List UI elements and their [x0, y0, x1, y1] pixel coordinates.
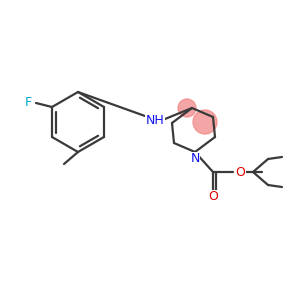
- Text: F: F: [25, 95, 32, 109]
- Text: O: O: [235, 166, 245, 178]
- Text: NH: NH: [146, 113, 164, 127]
- Text: O: O: [208, 190, 218, 203]
- Text: N: N: [190, 152, 200, 166]
- Circle shape: [178, 99, 196, 117]
- Circle shape: [193, 110, 217, 134]
